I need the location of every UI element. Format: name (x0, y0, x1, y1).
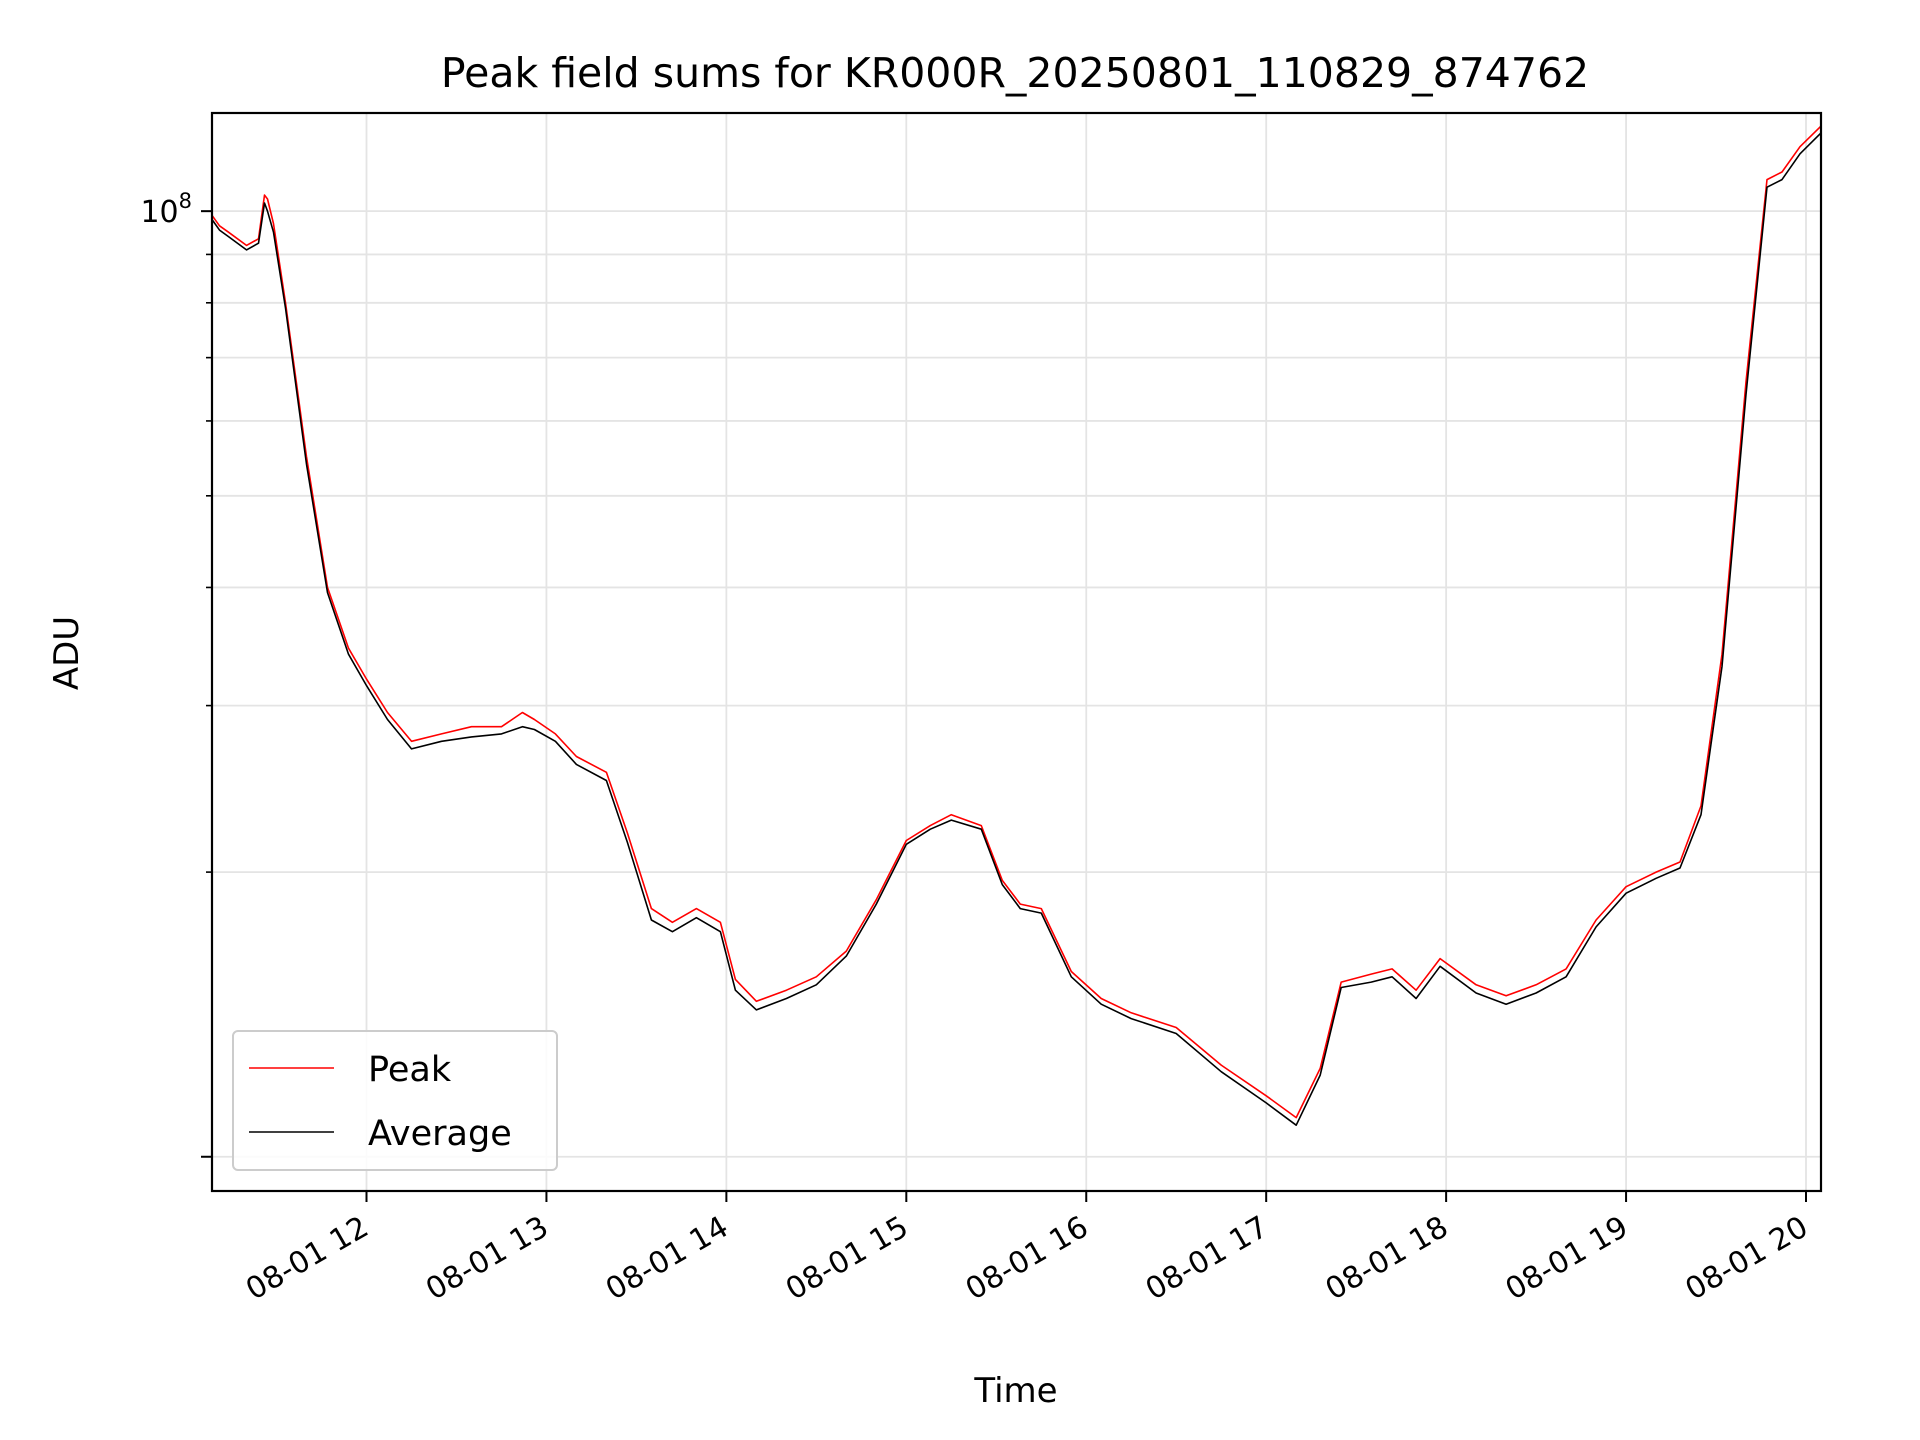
y-tick-label-base: 10 (140, 195, 178, 230)
axes-frame (210, 111, 1823, 1193)
series-layer (211, 125, 1822, 1126)
legend-box (232, 1030, 558, 1171)
legend-average-label: Average (368, 1114, 512, 1154)
y-tick-label-exponent: 8 (179, 189, 192, 213)
series-line-average (211, 132, 1822, 1126)
y-axis-label: ADU (47, 616, 87, 690)
chart-title: Peak field sums for KR000R_20250801_1108… (441, 49, 1589, 97)
grid (212, 113, 1821, 1191)
legend-peak-label: Peak (368, 1050, 452, 1090)
series-line-peak (211, 125, 1822, 1119)
plot-area (210, 111, 1823, 1193)
x-axis-label: Time (973, 1371, 1057, 1411)
y-tick-label: 108 (140, 189, 192, 230)
y-axis-ticks: 108 (140, 189, 212, 1158)
legend: Peak Average (232, 1030, 558, 1171)
